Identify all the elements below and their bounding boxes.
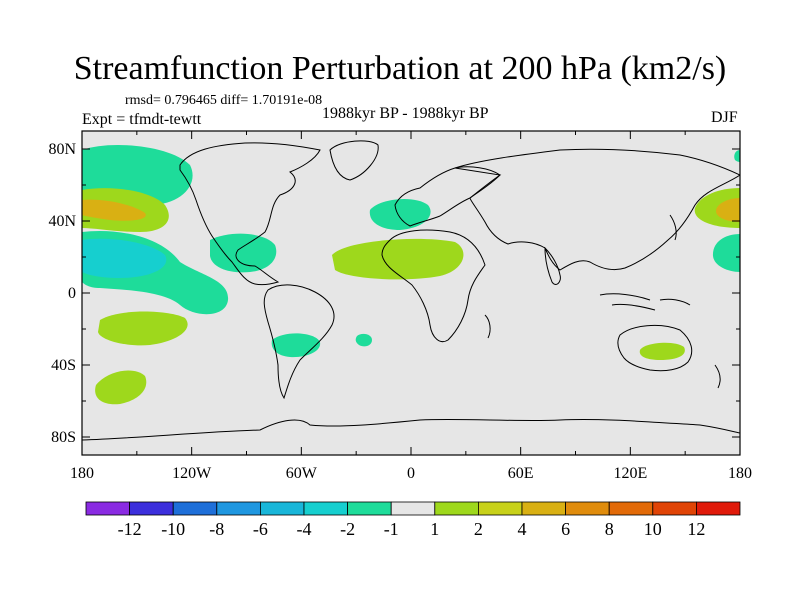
coastlines bbox=[82, 140, 740, 441]
stats-text: rmsd= 0.796465 diff= 1.70191e-08 bbox=[125, 93, 323, 108]
anomaly-region bbox=[734, 150, 740, 162]
colorbar-label: 12 bbox=[687, 519, 705, 539]
coastline-greenland bbox=[329, 140, 379, 181]
coastline-antarctica bbox=[82, 418, 740, 441]
lat-label: 80N bbox=[48, 141, 76, 158]
colorbar-label: -4 bbox=[297, 519, 312, 539]
colorbar-label: -10 bbox=[161, 519, 185, 539]
axis-ticks bbox=[81, 131, 741, 455]
lon-label: 60E bbox=[508, 465, 534, 482]
colorbar-swatch bbox=[216, 501, 261, 516]
anomaly-region bbox=[639, 342, 685, 360]
colorbar-label: -1 bbox=[384, 519, 399, 539]
coastline-japan bbox=[669, 214, 677, 241]
anomaly-region bbox=[82, 238, 167, 278]
colorbar-swatch bbox=[565, 501, 610, 516]
coastline-south-america bbox=[263, 284, 335, 400]
colorbar-swatch bbox=[390, 501, 436, 516]
anomaly-region bbox=[332, 238, 464, 280]
colorbar-label: 10 bbox=[644, 519, 662, 539]
anomaly-layer bbox=[82, 145, 740, 405]
colorbar-label: 1 bbox=[430, 519, 439, 539]
plot-title: Streamfunction Perturbation at 200 hPa (… bbox=[73, 50, 727, 87]
colorbar-swatch bbox=[259, 501, 305, 516]
colorbar-label: 6 bbox=[561, 519, 570, 539]
lat-label: 0 bbox=[68, 285, 76, 302]
colorbar-label: 8 bbox=[605, 519, 614, 539]
coastline-new-zealand bbox=[714, 364, 721, 389]
lat-label: 40N bbox=[48, 213, 76, 230]
colorbar-swatch bbox=[172, 501, 218, 516]
lon-label: 120W bbox=[172, 465, 212, 482]
colorbar-label: -8 bbox=[209, 519, 224, 539]
lat-label: 80S bbox=[51, 429, 76, 446]
coastline-madagascar bbox=[484, 314, 491, 339]
anomaly-region bbox=[82, 199, 146, 221]
colorbar-swatch bbox=[85, 501, 130, 516]
coastline-africa bbox=[381, 229, 486, 343]
colorbar-swatch bbox=[696, 501, 741, 516]
colorbar-label: 2 bbox=[474, 519, 483, 539]
coastline-india bbox=[544, 246, 561, 285]
anomaly-region bbox=[369, 198, 431, 230]
colorbar-label: -6 bbox=[253, 519, 268, 539]
coastline-indonesia bbox=[599, 293, 691, 311]
colorbar-label: -2 bbox=[340, 519, 355, 539]
lon-label: 120E bbox=[613, 465, 647, 482]
lon-label: 0 bbox=[407, 465, 415, 482]
lat-label: 40S bbox=[51, 357, 76, 374]
colorbar-swatch bbox=[608, 501, 654, 516]
colorbar-swatch bbox=[129, 501, 174, 516]
lon-label: 180 bbox=[70, 465, 94, 482]
colorbar-label: 4 bbox=[518, 519, 527, 539]
axis-labels: 80N 40N 0 40S 80S 180 120W 60W 0 60E 120E 180 bbox=[48, 141, 752, 482]
coastline-australia bbox=[617, 325, 693, 372]
colorbar-swatch bbox=[347, 501, 392, 516]
lon-label: 180 bbox=[728, 465, 752, 482]
coastline-asia bbox=[454, 148, 740, 271]
colorbar-swatch bbox=[477, 501, 523, 516]
lon-label: 60W bbox=[286, 465, 318, 482]
anomaly-region bbox=[716, 198, 740, 222]
colorbar-swatch bbox=[303, 501, 348, 516]
experiment-label: Expt = tfmdt-tewtt bbox=[82, 111, 202, 128]
colorbar: -12 -10 -8 -6 -4 -2 -1 1 2 4 6 8 10 12 bbox=[85, 501, 741, 539]
anomaly-region bbox=[712, 234, 740, 272]
anomaly-region bbox=[98, 311, 188, 346]
anomaly-region bbox=[355, 333, 372, 347]
anomaly-region bbox=[210, 233, 277, 273]
colorbar-swatch bbox=[521, 501, 566, 516]
season-label: DJF bbox=[711, 109, 738, 126]
colorbar-swatch bbox=[434, 501, 479, 516]
coastline-europe bbox=[394, 166, 501, 227]
colorbar-label: -12 bbox=[118, 519, 142, 539]
anomaly-region bbox=[271, 333, 321, 358]
anomaly-region bbox=[95, 370, 147, 405]
period-label: 1988kyr BP - 1988kyr BP bbox=[322, 105, 489, 122]
coastline-north-america bbox=[179, 142, 321, 286]
colorbar-swatch bbox=[652, 501, 697, 516]
